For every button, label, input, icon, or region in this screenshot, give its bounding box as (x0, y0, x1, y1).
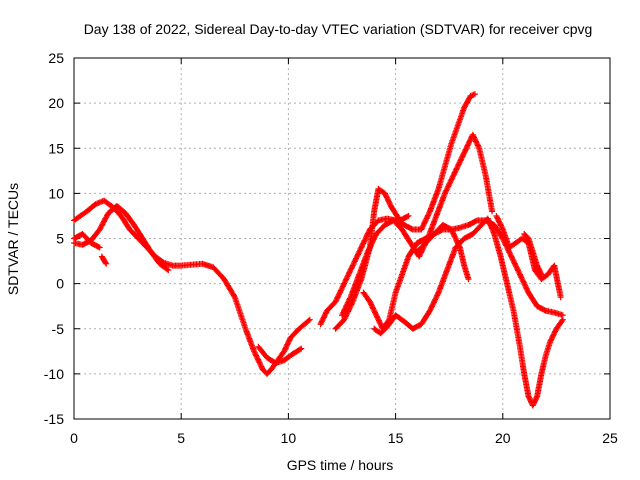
axis-ticks: 0 5 10 15 20 25 -15 -10 -5 0 5 10 15 20 25 (44, 50, 618, 446)
series-arc-3 (71, 231, 103, 251)
y-tick-label: -10 (44, 366, 64, 382)
data-point-markers (414, 222, 472, 283)
data-point-markers (255, 343, 305, 366)
data-point-markers (98, 253, 110, 267)
series-arc-4 (98, 253, 110, 267)
data-point-markers (71, 231, 103, 251)
x-tick-label: 10 (281, 430, 297, 446)
series-arc-13 (521, 230, 545, 278)
data-point-markers (339, 131, 496, 319)
x-tick-label: 5 (177, 430, 185, 446)
series-arc-11 (414, 222, 472, 283)
y-tick-label: 10 (48, 185, 64, 201)
x-tick-label: 15 (388, 430, 404, 446)
series-arc-10 (371, 215, 566, 409)
data-point-markers (521, 230, 545, 278)
data-series (71, 91, 566, 409)
y-tick-label: 25 (48, 50, 64, 66)
series-arc-1 (71, 197, 313, 377)
data-point-markers (371, 215, 566, 409)
y-tick-label: 15 (48, 140, 64, 156)
x-tick-label: 20 (495, 430, 511, 446)
y-axis-label: SDTVAR / TECUs (5, 183, 21, 295)
x-tick-label: 0 (70, 430, 78, 446)
chart-title: Day 138 of 2022, Sidereal Day-to-day VTE… (84, 21, 593, 37)
series-arc-6 (317, 91, 478, 328)
x-tick-label: 25 (602, 430, 618, 446)
y-tick-label: -5 (52, 321, 65, 337)
data-point-markers (317, 91, 478, 328)
y-tick-label: -15 (44, 411, 64, 427)
x-axis-label: GPS time / hours (287, 457, 394, 473)
y-tick-label: 20 (48, 95, 64, 111)
series-arc-5 (255, 343, 305, 366)
data-point-markers (71, 197, 313, 377)
y-tick-label: 5 (56, 231, 64, 247)
y-tick-label: 0 (56, 276, 64, 292)
series-arc-8 (339, 131, 496, 319)
